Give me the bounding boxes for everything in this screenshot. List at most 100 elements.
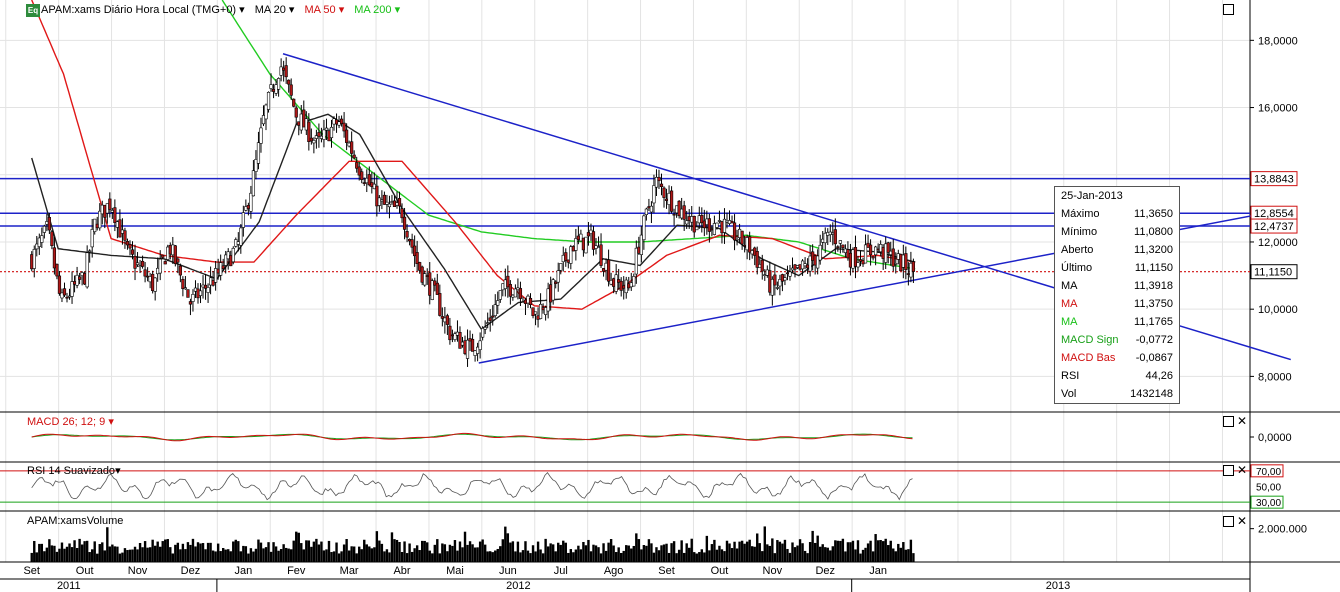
price-tick-label: 12,0000 — [1258, 237, 1298, 249]
candle-body — [433, 280, 437, 286]
ma200-selector[interactable]: MA 200 ▾ — [354, 4, 401, 16]
tooltip-row: MA 11,1765 — [1055, 313, 1179, 331]
volume-bar — [884, 538, 887, 562]
volume-bar — [846, 542, 850, 562]
ma50-selector[interactable]: MA 50 ▾ — [304, 4, 345, 16]
price-tag-label: 13,8843 — [1254, 174, 1294, 186]
volume-bar — [494, 550, 497, 562]
volume-bar — [478, 541, 482, 562]
candle-body — [130, 249, 135, 255]
volume-bar — [650, 543, 653, 562]
volume-bar — [486, 551, 489, 562]
volume-bar — [78, 538, 81, 562]
month-label: Jan — [869, 565, 887, 577]
candle-body — [654, 177, 659, 188]
ma20-selector[interactable]: MA 20 ▾ — [254, 4, 295, 16]
candle-body — [435, 282, 439, 295]
candle-body — [652, 185, 656, 204]
volume-bar — [866, 543, 870, 562]
candle-body — [347, 142, 351, 147]
month-label: Out — [711, 565, 729, 577]
month-label: Nov — [128, 565, 148, 577]
volume-bar — [861, 549, 865, 562]
candle-body — [740, 230, 744, 245]
candle-body — [284, 65, 288, 78]
candle-body — [473, 350, 477, 356]
volume-bar — [849, 542, 852, 562]
volume-bar — [483, 544, 487, 562]
candle-body — [788, 271, 792, 277]
maximize-rsi-panel-button[interactable] — [1223, 465, 1234, 476]
volume-bar — [446, 551, 449, 562]
candle-body — [448, 325, 452, 341]
volume-bar — [529, 553, 532, 562]
volume-bar — [587, 539, 590, 562]
candle-body — [327, 130, 331, 142]
candle-body — [83, 273, 87, 285]
candle-body — [100, 204, 104, 215]
rsi-tick-label: 70,00 — [1256, 467, 1281, 478]
close-rsi-panel-icon[interactable]: ✕ — [1237, 463, 1248, 477]
candle-body — [352, 154, 356, 159]
candle-body — [551, 279, 555, 301]
year-label: 2013 — [1046, 580, 1070, 592]
maximize-price-panel-button[interactable] — [1223, 4, 1234, 15]
candle-body — [637, 246, 641, 254]
candle-body — [234, 239, 238, 247]
tooltip-row-label: Aberto — [1061, 244, 1094, 256]
candle-body — [342, 122, 346, 132]
eq-badge-icon: Eq — [26, 4, 40, 17]
candle-body — [307, 121, 311, 142]
candle-body — [682, 205, 686, 220]
volume-bar — [567, 552, 570, 562]
candle-body — [763, 274, 767, 276]
volume-bar — [360, 549, 363, 562]
candle-body — [647, 206, 651, 209]
candle-body — [120, 229, 125, 234]
tooltip-row-label: Último — [1061, 262, 1093, 274]
candle-body — [874, 246, 878, 256]
candle-body — [617, 279, 621, 283]
volume-bar — [652, 552, 656, 562]
candle-body — [639, 234, 643, 255]
candle-body — [622, 285, 626, 289]
symbol-selector[interactable]: APAM:xams Diário Hora Local (TMG+0) ▾ — [41, 4, 245, 16]
candle-body — [795, 265, 800, 268]
candle-body — [710, 228, 714, 231]
volume-bar — [224, 549, 227, 562]
volume-bar — [33, 540, 36, 562]
volume-bar — [453, 540, 457, 562]
candle-body — [72, 281, 77, 285]
candle-body — [705, 218, 709, 225]
candle-body — [664, 198, 669, 201]
candle-body — [743, 244, 747, 247]
candle-body — [707, 218, 711, 232]
candle-body — [148, 276, 152, 283]
close-macd-panel-icon[interactable]: ✕ — [1237, 414, 1248, 428]
candle-body — [274, 84, 278, 94]
maximize-macd-panel-button[interactable] — [1223, 416, 1234, 427]
maximize-volume-panel-button[interactable] — [1223, 516, 1234, 527]
macd-selector[interactable]: MACD 26; 12; 9 ▾ — [27, 416, 114, 428]
candle-body — [377, 197, 381, 206]
volume-bar — [161, 541, 164, 562]
candle-body — [667, 192, 671, 205]
volume-bar — [98, 544, 101, 562]
volume-bar — [798, 539, 802, 562]
volume-bar — [40, 543, 44, 562]
candle-body — [574, 238, 578, 251]
candle-body — [848, 252, 853, 268]
volume-bar — [584, 545, 588, 562]
tooltip-row-value: 44,26 — [1145, 370, 1173, 382]
candle-body — [98, 210, 102, 229]
volume-bar — [562, 540, 565, 562]
candle-body — [219, 262, 223, 276]
close-volume-panel-icon[interactable]: ✕ — [1237, 514, 1248, 528]
month-label: Fev — [287, 565, 306, 577]
volume-bar — [526, 550, 530, 562]
volume-bar — [894, 551, 897, 562]
candle-body — [816, 255, 820, 269]
candle-body — [357, 166, 361, 176]
rsi-selector[interactable]: RSI 14 Suavizado▾ — [27, 465, 121, 477]
candles-group — [30, 57, 916, 367]
